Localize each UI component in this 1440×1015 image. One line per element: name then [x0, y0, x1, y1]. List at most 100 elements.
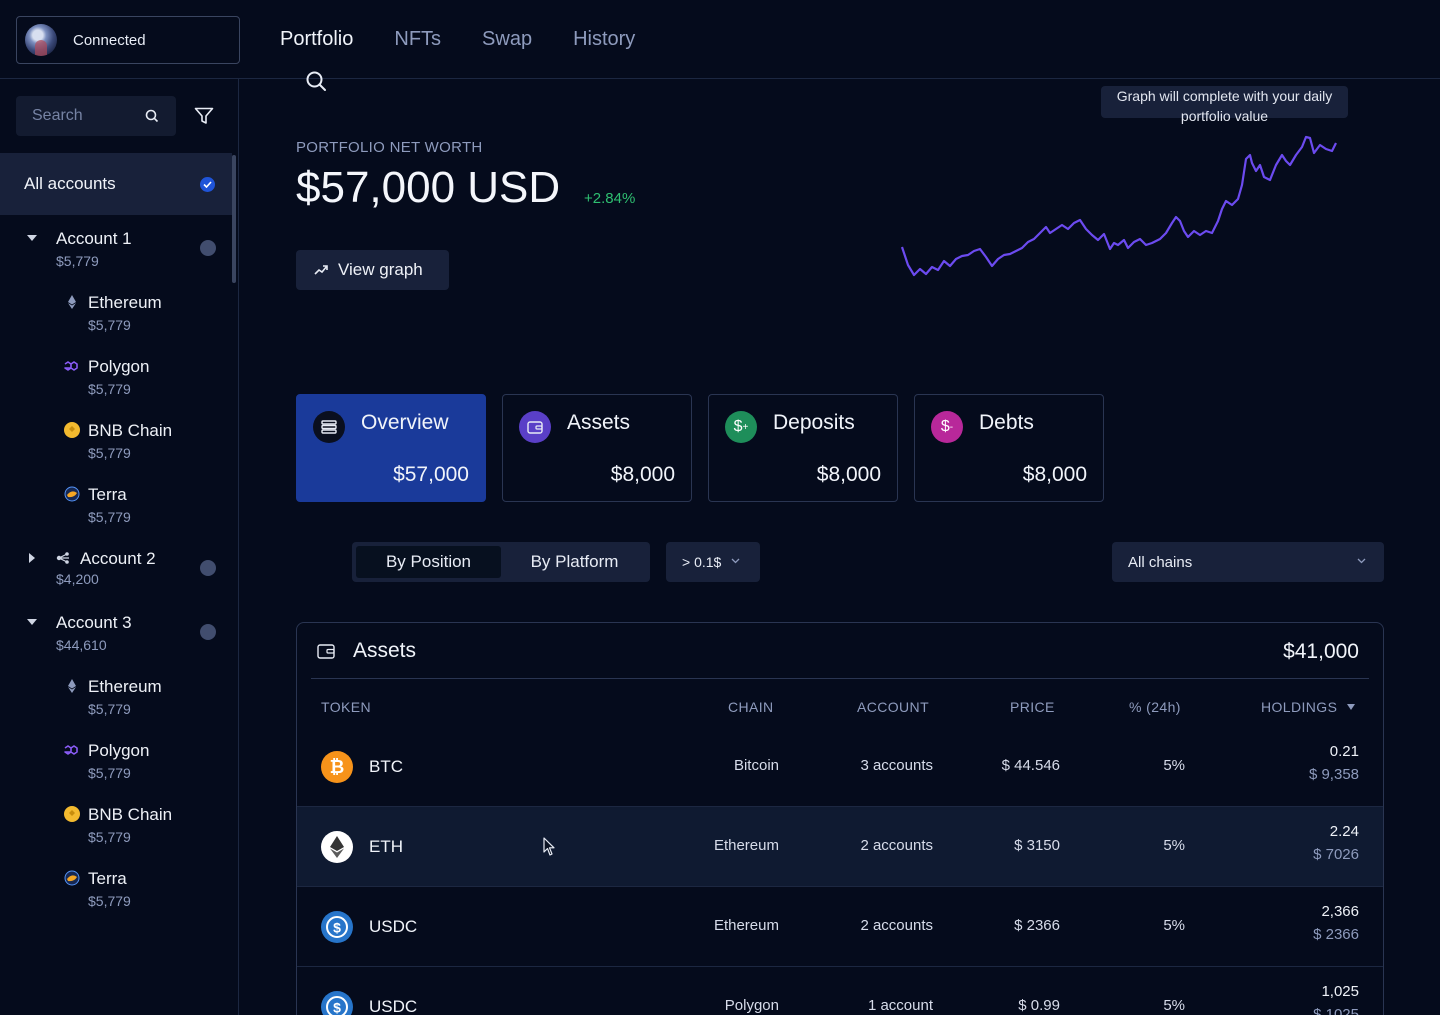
- col-account[interactable]: ACCOUNT: [857, 699, 930, 715]
- collapse-icon[interactable]: [27, 619, 37, 625]
- nav-swap[interactable]: Swap: [482, 28, 533, 50]
- dollar-plus-icon: $ +: [725, 411, 757, 443]
- col-chain[interactable]: CHAIN: [728, 699, 774, 715]
- chain-name: BNB Chain: [88, 805, 173, 824]
- nav-history[interactable]: History: [573, 28, 636, 50]
- account-value: $4,200: [56, 571, 99, 587]
- sidebar-scrollbar[interactable]: [232, 155, 236, 283]
- col-price[interactable]: PRICE: [1010, 699, 1055, 715]
- card-overview[interactable]: Overview $57,000: [296, 394, 486, 502]
- view-graph-button[interactable]: View graph: [296, 250, 449, 290]
- cell-account: 1 account: [867, 997, 933, 1014]
- sidebar-item-chain[interactable]: Polygon $5,779: [88, 741, 149, 781]
- net-worth-change: +2.84%: [584, 190, 636, 207]
- divider: [311, 678, 1369, 679]
- all-accounts-item[interactable]: All accounts: [0, 153, 232, 215]
- mouse-cursor-icon: [543, 837, 555, 856]
- chain-name: Ethereum: [88, 677, 162, 696]
- filter-icon[interactable]: [194, 107, 214, 125]
- ethereum-icon: [68, 679, 76, 693]
- col-token[interactable]: TOKEN: [321, 699, 371, 715]
- chain-name: BNB Chain: [88, 421, 173, 440]
- card-value: $8,000: [816, 463, 881, 486]
- chain-value: $5,779: [88, 509, 131, 525]
- sort-desc-icon[interactable]: [1347, 704, 1355, 710]
- card-deposits[interactable]: $ + Deposits $8,000: [708, 394, 898, 502]
- dollar-minus-icon: $ -: [931, 411, 963, 443]
- holding-value: $ 7026: [1313, 846, 1359, 863]
- bnb-icon: [64, 422, 80, 438]
- account-select-radio[interactable]: [200, 624, 216, 640]
- sidebar-item-account-2[interactable]: Account 2: [80, 549, 156, 569]
- cell-chain: Ethereum: [713, 917, 779, 934]
- usdc-icon: $: [321, 991, 353, 1015]
- chain-name: Polygon: [88, 741, 150, 760]
- min-value-dropdown[interactable]: > 0.1$: [666, 542, 760, 582]
- col-change[interactable]: % (24h): [1129, 699, 1181, 715]
- card-title: Debts: [979, 411, 1034, 434]
- table-row[interactable]: $ USDC Polygon 1 account $ 0.99 5% 1,025…: [297, 967, 1383, 1015]
- trend-icon: [314, 265, 328, 275]
- card-title: Overview: [361, 411, 449, 434]
- sidebar-item-chain[interactable]: Ethereum $5,779: [88, 677, 162, 717]
- expand-icon[interactable]: [29, 553, 35, 563]
- holding-qty: 2.24: [1329, 823, 1359, 840]
- sidebar-item-account-1[interactable]: Account 1 $5,779: [56, 229, 132, 269]
- sidebar-item-chain[interactable]: Terra $5,779: [88, 485, 131, 525]
- sidebar: Search All accounts Account 1 $5,779 Eth…: [0, 79, 239, 1015]
- polygon-icon: [64, 361, 78, 371]
- cell-change: 5%: [1163, 917, 1185, 934]
- chain-name: Terra: [88, 869, 127, 888]
- cell-price: $ 3150: [1014, 837, 1060, 854]
- chain-name: Polygon: [88, 357, 150, 376]
- avatar: [25, 24, 57, 56]
- holding-value: $ 2366: [1313, 926, 1359, 943]
- chevron-down-icon: [731, 558, 740, 564]
- cell-price: $ 0.99: [1018, 997, 1060, 1014]
- holding-qty: 2,366: [1321, 903, 1359, 920]
- search-icon[interactable]: [305, 70, 327, 92]
- table-row[interactable]: $ USDC Ethereum 2 accounts $ 2366 5% 2,3…: [297, 887, 1383, 967]
- sidebar-item-account-3[interactable]: Account 3 $44,610: [56, 613, 132, 653]
- collapse-icon[interactable]: [27, 235, 37, 241]
- account-select-radio[interactable]: [200, 560, 216, 576]
- account-value: $44,610: [56, 637, 107, 653]
- chain-filter-dropdown[interactable]: All chains: [1112, 542, 1384, 582]
- cell-price: $ 2366: [1014, 917, 1060, 934]
- sidebar-item-chain[interactable]: Ethereum $5,779: [88, 293, 162, 333]
- account-select-radio[interactable]: [200, 240, 216, 256]
- holding-value: $ 9,358: [1308, 766, 1359, 783]
- chain-value: $5,779: [88, 893, 131, 909]
- token-name: BTC: [369, 757, 403, 776]
- card-value: $8,000: [610, 463, 675, 486]
- chain-name: Ethereum: [88, 293, 162, 312]
- by-platform-tab[interactable]: By Platform: [530, 552, 619, 571]
- chain-value: $5,779: [88, 445, 131, 461]
- table-title: Assets: [353, 639, 417, 662]
- sidebar-item-chain[interactable]: Terra $5,779: [88, 869, 131, 909]
- chain-name: Terra: [88, 485, 127, 504]
- portfolio-sparkline: [900, 135, 1337, 277]
- cell-account: 2 accounts: [860, 917, 933, 934]
- sidebar-item-chain[interactable]: BNB Chain $5,779: [88, 805, 172, 845]
- wallet-status: Connected: [73, 31, 146, 49]
- holding-value: $ 1025: [1313, 1006, 1359, 1015]
- main-nav: Portfolio NFTs Swap History: [280, 28, 635, 51]
- table-row[interactable]: ETH Ethereum 2 accounts $ 3150 5% 2.24 $…: [297, 807, 1383, 887]
- cell-holdings: 2,366 $ 2366: [1313, 903, 1359, 943]
- nav-portfolio[interactable]: Portfolio: [280, 28, 354, 50]
- wallet-connect-button[interactable]: Connected: [16, 16, 240, 64]
- card-assets[interactable]: Assets $8,000: [502, 394, 692, 502]
- chain-value: $5,779: [88, 317, 131, 333]
- chain-value: $5,779: [88, 765, 131, 781]
- card-title: Assets: [567, 411, 631, 434]
- nav-nfts[interactable]: NFTs: [394, 28, 442, 50]
- sidebar-item-chain[interactable]: Polygon $5,779: [88, 357, 149, 397]
- by-position-tab[interactable]: By Position: [356, 546, 501, 578]
- account-value: $5,779: [56, 253, 99, 269]
- card-debts[interactable]: $ - Debts $8,000: [914, 394, 1104, 502]
- table-row[interactable]: ₿ BTC Bitcoin 3 accounts $ 44.546 5% 0.2…: [297, 727, 1383, 807]
- sidebar-search-input[interactable]: Search: [16, 96, 176, 136]
- sidebar-item-chain[interactable]: BNB Chain $5,779: [88, 421, 172, 461]
- col-holdings[interactable]: HOLDINGS: [1261, 699, 1338, 715]
